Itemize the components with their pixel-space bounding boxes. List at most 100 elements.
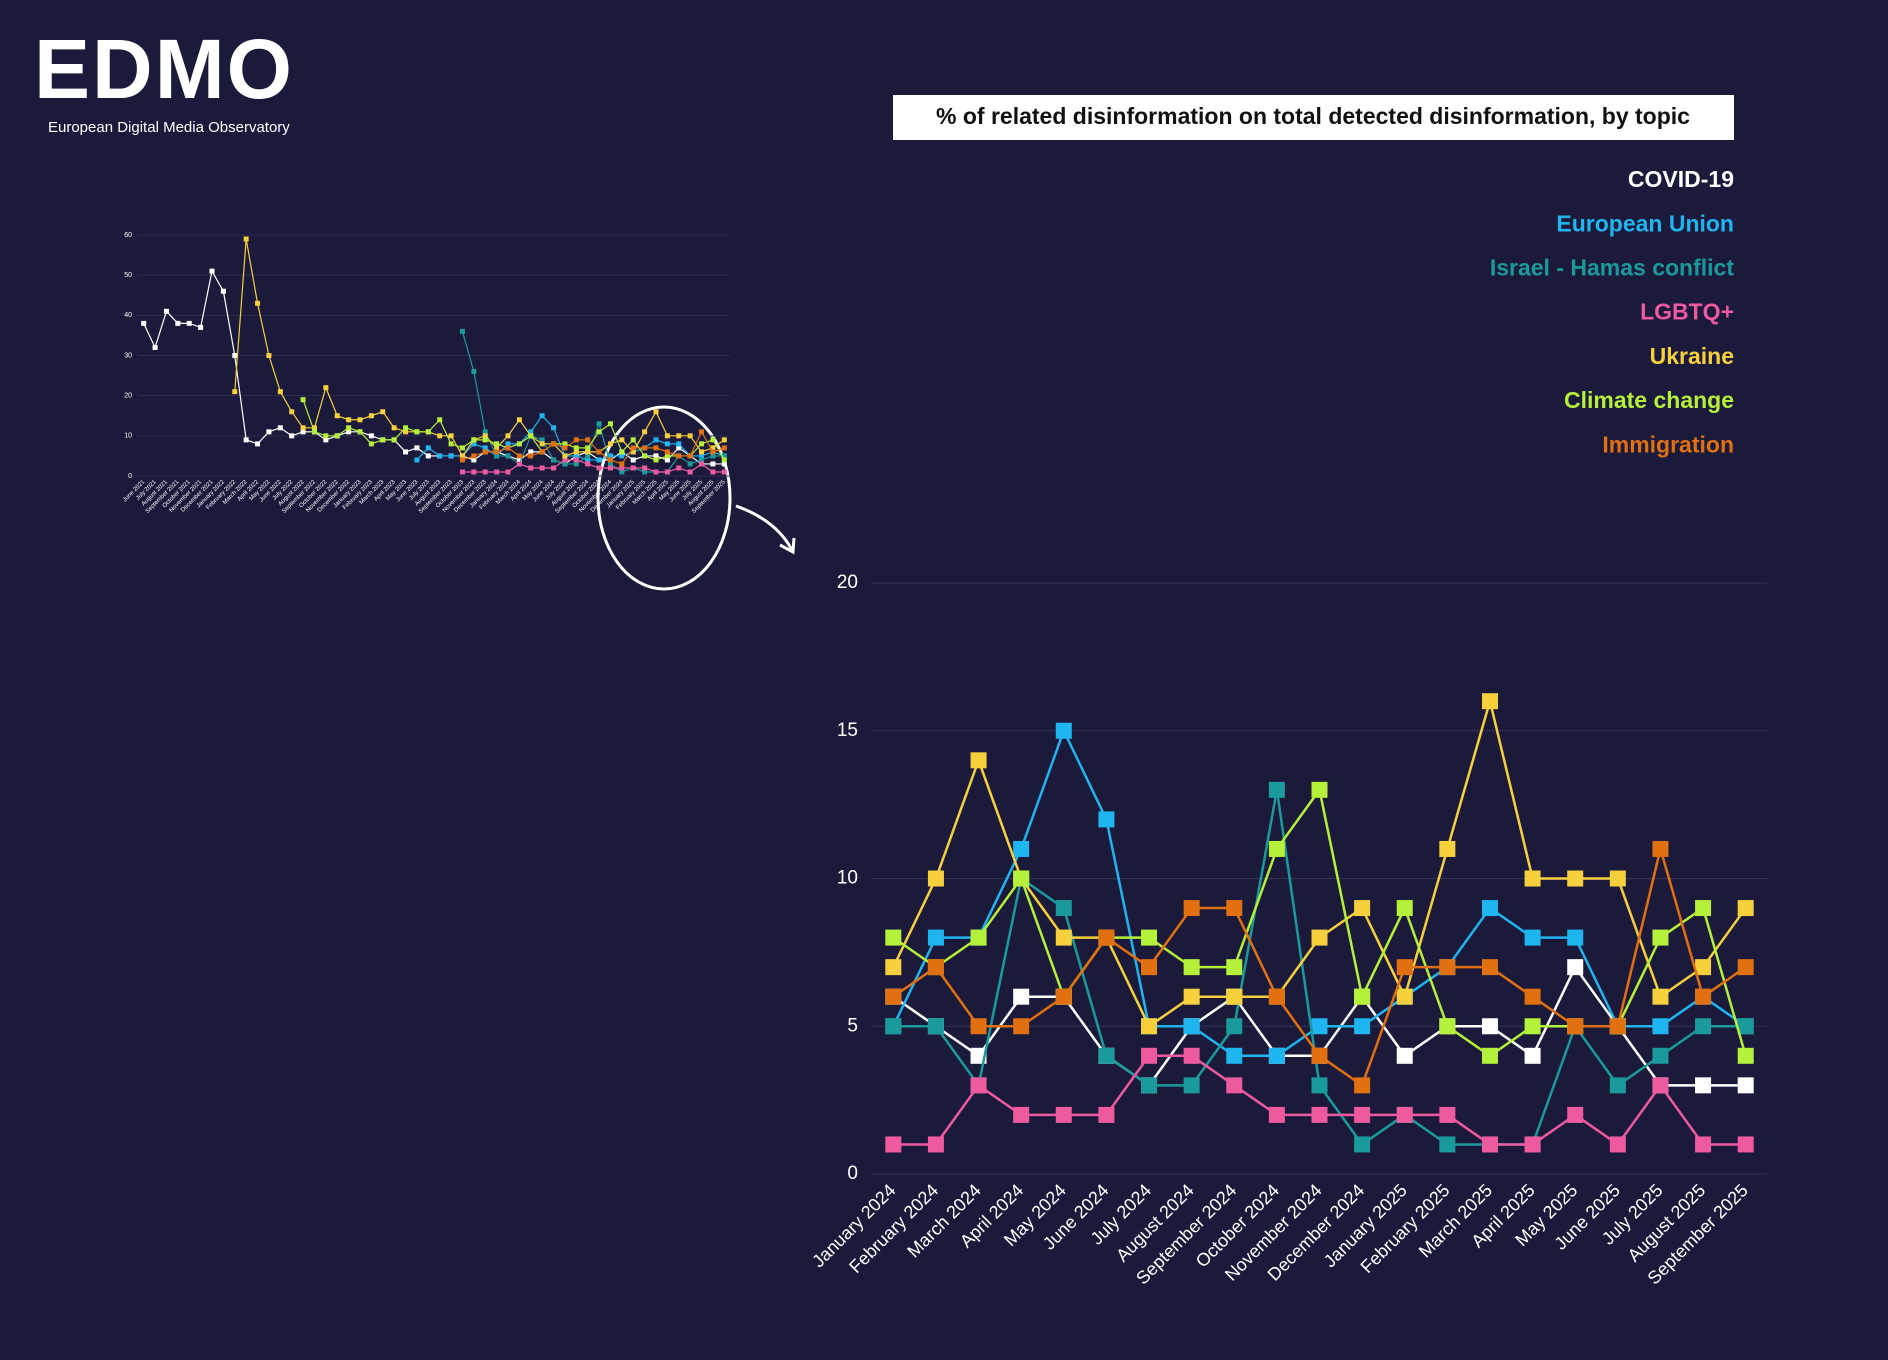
point-marker [596, 449, 602, 455]
point-marker [1439, 1106, 1456, 1123]
point-marker [1055, 1106, 1072, 1123]
point-marker [437, 433, 443, 439]
point-marker [289, 409, 295, 415]
point-marker [927, 1018, 944, 1035]
point-marker [970, 929, 987, 946]
point-marker [1652, 1077, 1669, 1094]
point-marker [334, 413, 340, 419]
point-marker [676, 433, 682, 439]
point-marker [482, 433, 488, 439]
point-marker [1354, 988, 1371, 1005]
point-marker [721, 437, 727, 443]
point-marker [653, 457, 659, 463]
point-marker [1311, 1077, 1328, 1094]
point-marker [232, 389, 238, 395]
point-marker [323, 433, 329, 439]
point-marker [1226, 1077, 1243, 1094]
point-marker [403, 429, 409, 435]
point-marker [1567, 959, 1584, 976]
point-marker [585, 445, 591, 451]
point-marker [664, 469, 670, 475]
point-marker [346, 417, 352, 423]
point-marker [1652, 988, 1669, 1005]
point-marker [494, 469, 500, 475]
point-marker [1439, 1136, 1456, 1153]
point-marker [391, 425, 397, 431]
point-marker [494, 449, 500, 455]
point-marker [1013, 870, 1030, 887]
legend-entry: Israel - Hamas conflict [1490, 254, 1734, 280]
point-marker [1013, 988, 1030, 1005]
point-marker [482, 445, 488, 451]
point-marker [1737, 1047, 1754, 1064]
point-marker [505, 445, 511, 451]
point-marker [539, 441, 545, 447]
point-marker [528, 433, 534, 439]
point-marker [346, 425, 352, 431]
point-marker [539, 465, 545, 471]
point-marker [539, 449, 545, 455]
point-marker [539, 437, 545, 443]
point-marker [573, 445, 579, 451]
y-tick-label: 0 [128, 473, 132, 480]
point-marker [653, 437, 659, 443]
point-marker [277, 425, 283, 431]
point-marker [710, 461, 716, 467]
point-marker [357, 417, 363, 423]
point-marker [516, 453, 522, 459]
point-marker [482, 437, 488, 443]
point-marker [699, 429, 705, 435]
point-marker [721, 445, 727, 451]
point-marker [471, 453, 477, 459]
point-marker [1311, 929, 1328, 946]
point-marker [175, 320, 181, 326]
point-marker [494, 445, 500, 451]
point-marker [596, 457, 602, 463]
point-marker [642, 465, 648, 471]
point-marker [403, 425, 409, 431]
point-marker [1567, 870, 1584, 887]
point-marker [1141, 959, 1158, 976]
point-marker [1268, 781, 1285, 798]
point-marker [459, 469, 465, 475]
point-marker [141, 320, 147, 326]
y-tick-label: 20 [837, 572, 858, 593]
point-marker [1439, 840, 1456, 857]
y-tick-label: 0 [847, 1163, 858, 1184]
point-marker [1055, 900, 1072, 917]
point-marker [1695, 1018, 1712, 1035]
point-marker [1268, 1106, 1285, 1123]
point-marker [1141, 1018, 1158, 1035]
point-marker [1226, 900, 1243, 917]
point-marker [1055, 929, 1072, 946]
point-marker [710, 453, 716, 459]
point-marker [1737, 900, 1754, 917]
point-marker [664, 441, 670, 447]
point-marker [1695, 1077, 1712, 1094]
point-marker [1481, 1018, 1498, 1035]
point-marker [619, 449, 625, 455]
point-marker [699, 457, 705, 463]
point-marker [209, 268, 215, 274]
point-marker [1354, 1077, 1371, 1094]
point-marker [687, 453, 693, 459]
point-marker [687, 469, 693, 475]
point-marker [311, 425, 317, 431]
point-marker [585, 453, 591, 459]
point-marker [699, 453, 705, 459]
point-marker [471, 457, 477, 463]
point-marker [266, 353, 272, 358]
point-marker [1439, 1018, 1456, 1035]
point-marker [448, 441, 454, 447]
point-marker [642, 453, 648, 459]
point-marker [927, 929, 944, 946]
point-marker [607, 441, 613, 447]
point-marker [471, 469, 477, 475]
point-marker [1695, 959, 1712, 976]
point-marker [1695, 900, 1712, 917]
legend-entry: European Union [1556, 210, 1734, 236]
point-marker [1524, 1018, 1541, 1035]
point-marker [437, 417, 443, 423]
point-marker [1609, 1077, 1626, 1094]
